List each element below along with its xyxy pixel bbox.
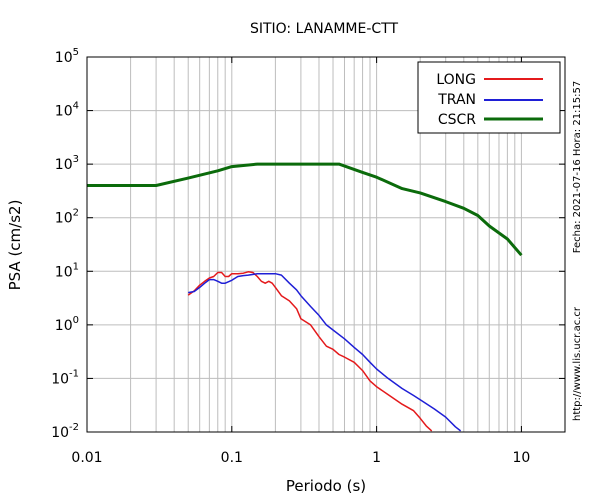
y-tick-label: 104 [55,101,79,120]
date-stamp: Fecha: 2021-07-16 Hora: 21:15:57 [572,81,583,254]
y-tick-label: 102 [55,208,79,227]
y-tick-label: 10-1 [51,368,79,387]
legend-label-tran: TRAN [437,92,476,108]
y-tick-label: 10-2 [51,422,79,441]
y-tick-label: 101 [55,261,79,280]
y-tick-label: 105 [55,47,79,66]
plot-frame [86,56,566,433]
grid [87,57,565,432]
y-tick-label: 103 [55,154,79,173]
x-axis-label: Periodo (s) [286,477,366,495]
y-axis-label: PSA (cm/s2) [6,200,24,291]
series-line-long [187,271,433,432]
legend-box [417,61,561,134]
y-tick-label: 100 [55,315,79,334]
series-line-cscr [87,162,523,257]
x-tick-label: 0.01 [71,450,102,466]
series-lines [87,162,523,432]
x-tick-label: 0.1 [221,450,243,466]
chart-title: SITIO: LANAMME-CTT [250,21,399,37]
x-tick-label: 10 [512,450,530,466]
source-url: http://www.lis.ucr.ac.cr [572,306,583,421]
series-line-tran [188,272,462,432]
legend-label-cscr: CSCR [438,112,476,128]
legend-label-long: LONG [436,72,476,88]
legend: LONG TRAN CSCR [417,61,561,134]
x-tick-label: 1 [372,450,381,466]
